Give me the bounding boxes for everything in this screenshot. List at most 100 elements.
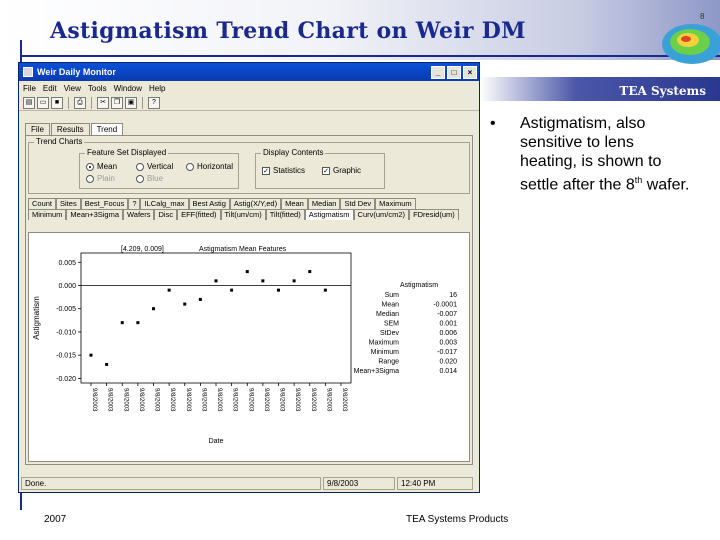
menu-view[interactable]: View	[63, 83, 81, 93]
param-tab[interactable]: ?	[128, 198, 141, 209]
radio-vertical[interactable]: Vertical	[136, 162, 173, 171]
param-tab[interactable]: ILCalg_max	[140, 198, 189, 209]
paste-icon[interactable]: ▣	[125, 96, 137, 109]
wavefront-map-icon	[662, 24, 720, 64]
checkbox-statistics[interactable]: ✓ Statistics	[262, 166, 306, 175]
tab-file[interactable]: File	[25, 123, 50, 135]
param-tab[interactable]: Sites	[56, 198, 81, 209]
x-tick-label: 9/8/2003	[247, 388, 253, 412]
stats-label: SEM	[384, 321, 399, 328]
data-point	[183, 302, 187, 306]
stats-label: Range	[378, 359, 399, 366]
radio-button[interactable]	[186, 162, 194, 171]
menu-tools[interactable]: Tools	[87, 83, 107, 93]
minimize-button[interactable]: _	[431, 65, 445, 79]
param-tab[interactable]: Best_Focus	[80, 198, 129, 209]
checkbox[interactable]: ✓	[322, 166, 330, 175]
copy-icon[interactable]: ❐	[111, 96, 123, 109]
parameter-tabs-row-2: Minimum Mean+3Sigma Wafers Disc EFF(fitt…	[28, 209, 459, 220]
window-titlebar[interactable]: Weir Daily Monitor _ □ ×	[19, 63, 479, 81]
menu-help[interactable]: Help	[149, 83, 166, 93]
data-point	[105, 362, 109, 366]
bullet-line-last: settle after the 8th wafer.	[520, 175, 690, 194]
menu-edit[interactable]: Edit	[42, 83, 57, 93]
data-point	[198, 297, 202, 301]
display-contents-label: Display Contents	[261, 148, 326, 157]
param-tab[interactable]: Minimum	[28, 209, 67, 220]
param-tab[interactable]: Best Astig	[188, 198, 230, 209]
param-tab[interactable]: Astig(X/Y,ed)	[229, 198, 282, 209]
feature-set-label: Feature Set Displayed	[85, 148, 169, 157]
param-tab[interactable]: Wafers	[123, 209, 155, 220]
status-time: 12:40 PM	[397, 477, 473, 490]
trend-plot-area: 0.005 0.000 -0.005 -0.010 -0.015 -0.020 Astigm…	[28, 232, 470, 462]
x-tick-label: 9/8/2003	[263, 388, 269, 412]
data-point	[277, 288, 280, 292]
print-icon[interactable]: ⎙	[74, 96, 86, 109]
stats-label: Minimum	[371, 349, 400, 356]
data-point	[230, 288, 234, 292]
astigmatism-trend-chart: 0.005 0.000 -0.005 -0.010 -0.015 -0.020 Astigm…	[32, 246, 457, 445]
folder-icon[interactable]: ▭	[37, 96, 49, 109]
param-tab[interactable]: Mean	[281, 198, 308, 209]
param-tab[interactable]: Tilt(fitted)	[265, 209, 305, 220]
brand-name: TEA Systems	[619, 84, 706, 98]
radio-mean[interactable]: Mean	[86, 162, 117, 171]
maximize-button[interactable]: □	[447, 65, 461, 79]
weir-daily-monitor-window: Weir Daily Monitor _ □ × File Edit View …	[18, 62, 480, 493]
radio-button[interactable]	[86, 174, 94, 183]
radio-blue[interactable]: Blue	[136, 174, 163, 183]
param-tab-astigmatism[interactable]: Astigmatism	[304, 209, 354, 220]
radio-plain[interactable]: Plain	[86, 174, 115, 183]
radio-button[interactable]	[136, 162, 144, 171]
open-icon[interactable]: ▤	[23, 96, 35, 109]
main-tab-strip: File Results Trend	[25, 123, 124, 135]
trend-charts-group: Trend Charts Feature Set Displayed Mean …	[28, 137, 470, 194]
y-tick-label: 0.005	[58, 260, 76, 267]
param-tab[interactable]: Mean+3Sigma	[66, 209, 123, 220]
tab-trend[interactable]: Trend	[90, 123, 124, 135]
help-icon[interactable]: ?	[148, 96, 160, 109]
stats-value: -0.0001	[433, 302, 457, 309]
tab-results[interactable]: Results	[50, 123, 90, 135]
feature-set-group: Feature Set Displayed Mean Vertical Hori…	[79, 148, 239, 189]
radio-button[interactable]	[86, 162, 94, 171]
param-tab[interactable]: EFF(fitted)	[177, 209, 221, 220]
y-tick-label: -0.015	[56, 353, 76, 360]
checkbox[interactable]: ✓	[262, 166, 270, 175]
stats-label: Median	[376, 311, 399, 318]
data-point	[120, 321, 124, 325]
y-axis-label: Astigmatism	[32, 296, 41, 340]
stats-value: 0.014	[439, 368, 457, 375]
data-point	[89, 353, 93, 357]
param-tab[interactable]: Disc	[154, 209, 178, 220]
cut-icon[interactable]: ✂	[97, 96, 109, 109]
x-tick-label: 9/8/2003	[232, 388, 238, 412]
x-tick-label: 9/8/2003	[310, 388, 316, 412]
data-point	[245, 270, 249, 274]
stats-label: Maximum	[369, 340, 400, 347]
param-tab[interactable]: FDresid(um)	[409, 209, 459, 220]
close-button[interactable]: ×	[463, 65, 477, 79]
param-tab[interactable]: Maximum	[375, 198, 416, 209]
bullet-line: heating, is shown to	[520, 153, 662, 170]
bullet-line: Astigmatism, also	[520, 115, 646, 132]
data-point	[308, 270, 312, 274]
param-tab[interactable]: Median	[307, 198, 341, 209]
x-axis-label: Date	[209, 438, 224, 445]
radio-button[interactable]	[136, 174, 144, 183]
param-tab[interactable]: Std Dev	[340, 198, 376, 209]
menu-file[interactable]: File	[23, 83, 36, 93]
checkbox-graphic[interactable]: ✓ Graphic	[322, 166, 362, 175]
radio-horizontal[interactable]: Horizontal	[186, 162, 233, 171]
save-icon[interactable]: ■	[51, 96, 63, 109]
param-tab[interactable]: Curv(um/cm2)	[353, 209, 410, 220]
slide-title: Astigmatism Trend Chart on Weir DM	[50, 18, 526, 44]
param-tab[interactable]: Count	[28, 198, 57, 209]
data-point	[167, 288, 171, 292]
cursor-readout: [4.209, 0.009]	[121, 246, 164, 253]
menu-window[interactable]: Window	[113, 83, 143, 93]
slide-number: 8	[700, 12, 705, 21]
stats-value: -0.007	[437, 311, 457, 318]
param-tab[interactable]: Tilt(um/cm)	[220, 209, 266, 220]
